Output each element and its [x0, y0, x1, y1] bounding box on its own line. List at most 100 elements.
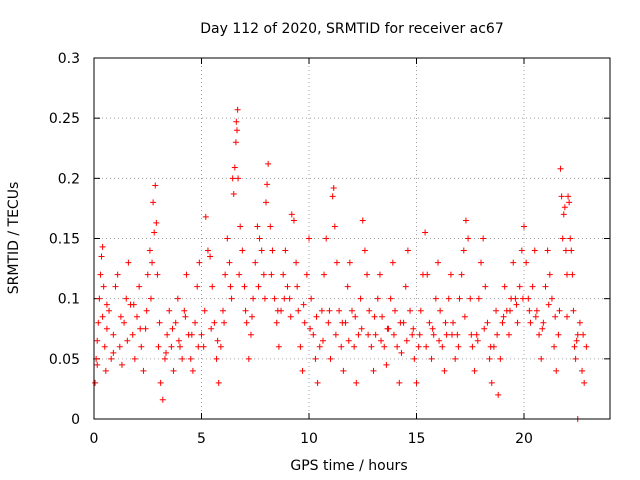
data-point [445, 295, 452, 302]
data-point [429, 325, 436, 332]
data-point [494, 331, 501, 338]
data-point [569, 271, 576, 278]
data-point [555, 331, 562, 338]
data-point [456, 295, 463, 302]
data-point [532, 313, 539, 320]
data-point [118, 361, 125, 368]
data-point [371, 313, 378, 320]
data-point [542, 283, 549, 290]
data-point [321, 271, 328, 278]
data-point [358, 325, 365, 332]
data-point [346, 259, 353, 266]
data-point [310, 331, 317, 338]
data-point [144, 271, 151, 278]
data-point [288, 211, 295, 218]
data-point [345, 337, 352, 344]
data-point [110, 349, 117, 356]
data-point [316, 343, 323, 350]
data-point [314, 379, 321, 386]
data-point [136, 283, 143, 290]
data-point [280, 271, 287, 278]
data-point [188, 331, 195, 338]
data-point [268, 271, 275, 278]
data-point [286, 295, 293, 302]
data-point [226, 259, 233, 266]
data-point [301, 319, 308, 326]
data-point [294, 283, 301, 290]
data-point [130, 301, 137, 308]
data-points [92, 106, 590, 422]
data-point [465, 235, 472, 242]
x-tick-label: 15 [408, 431, 426, 447]
data-point [222, 271, 229, 278]
data-point [233, 118, 240, 125]
x-tick-label: 5 [197, 431, 206, 447]
data-point [99, 313, 106, 320]
data-point [166, 307, 173, 314]
data-point [215, 379, 222, 386]
data-point [389, 259, 396, 266]
data-point [287, 313, 294, 320]
data-point [480, 235, 487, 242]
data-point [250, 295, 257, 302]
data-point [437, 307, 444, 314]
data-point [381, 343, 388, 350]
data-point [181, 307, 188, 314]
data-point [125, 259, 132, 266]
data-point [196, 259, 203, 266]
data-point [332, 331, 339, 338]
data-point [512, 295, 519, 302]
data-point [398, 349, 405, 356]
data-point [469, 343, 476, 350]
data-point [366, 307, 373, 314]
data-point [513, 301, 520, 308]
data-point [447, 271, 454, 278]
data-point [482, 283, 489, 290]
data-point [474, 337, 481, 344]
data-point [213, 355, 220, 362]
data-point [507, 307, 514, 314]
data-point [106, 307, 113, 314]
data-point [300, 301, 307, 308]
data-point [169, 325, 176, 332]
data-point [573, 337, 580, 344]
data-point [116, 343, 123, 350]
data-point [546, 271, 553, 278]
data-point [177, 343, 183, 350]
data-point [558, 193, 565, 200]
data-point [254, 223, 261, 230]
data-point [155, 343, 162, 350]
data-point [340, 367, 347, 374]
plot-border [93, 57, 611, 420]
data-point [201, 307, 208, 314]
data-point [516, 283, 523, 290]
data-point [152, 182, 159, 189]
data-point [514, 319, 521, 326]
data-point [326, 307, 333, 314]
y-axis-label: SRMTID / TECUs [6, 182, 22, 295]
data-point [497, 355, 504, 362]
data-point [439, 343, 446, 350]
data-point [526, 307, 533, 314]
data-point [409, 331, 416, 338]
data-point [124, 337, 131, 344]
data-point [231, 164, 238, 171]
data-point [220, 307, 226, 314]
data-point [533, 307, 540, 314]
data-point [336, 307, 343, 314]
data-point [510, 259, 517, 266]
data-point [402, 283, 409, 290]
data-point [192, 319, 199, 326]
data-point [430, 331, 437, 338]
data-point [570, 307, 577, 314]
y-tick-label: 0.05 [49, 352, 80, 368]
data-point [229, 175, 236, 182]
data-point [94, 361, 101, 368]
data-point [325, 319, 332, 326]
data-point [460, 247, 467, 254]
data-point [281, 295, 288, 302]
data-point [217, 343, 224, 350]
data-point [137, 325, 144, 332]
data-point [255, 283, 262, 290]
data-point [175, 337, 182, 344]
